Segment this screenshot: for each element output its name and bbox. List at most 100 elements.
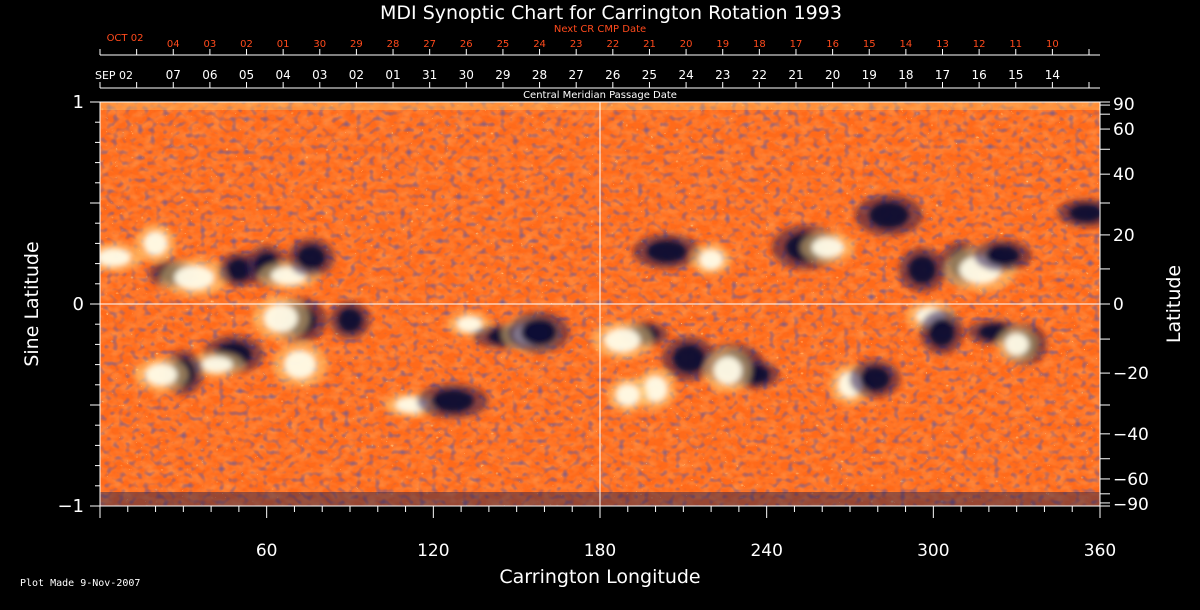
top-axis-date-label: 13 — [936, 39, 949, 50]
active-region-positive — [1004, 333, 1029, 356]
active-region-negative — [985, 245, 1020, 266]
top-axis-date-label: 21 — [788, 68, 803, 82]
active-region-positive — [174, 265, 215, 290]
top-axis-next-cr: Next CR CMP Date OCT 02 04 03 02 01 30 29 28 27… — [99, 24, 1100, 56]
x-axis: 60 120 180 240 300 360 — [99, 506, 1116, 561]
y-right-tick-label: 90 — [1113, 95, 1135, 115]
x-tick-label: 240 — [750, 541, 782, 561]
active-region-negative — [868, 202, 909, 229]
y-right-tick-label: 40 — [1113, 165, 1135, 185]
x-axis-title: Carrington Longitude — [499, 566, 700, 588]
active-region-negative — [908, 255, 937, 284]
y-axis-right-title: Latitude — [1163, 265, 1185, 343]
active-region-positive — [200, 356, 233, 373]
top-axis-next-cr-first-label: OCT 02 — [107, 33, 144, 44]
top-axis-date-label: 28 — [532, 68, 547, 82]
top-axis-next-cr-title: Next CR CMP Date — [554, 24, 646, 35]
top-axis-date-label: 21 — [643, 39, 656, 50]
top-axis-date-label: 23 — [570, 39, 583, 50]
top-axis-date-label: 04 — [276, 68, 291, 82]
active-region-negative — [646, 240, 687, 263]
top-axis-date-label: 01 — [277, 39, 290, 50]
active-region-positive — [145, 363, 178, 386]
top-axis-date-label: 05 — [239, 68, 254, 82]
y-right-tick-label: −20 — [1113, 364, 1149, 384]
active-region-negative — [1069, 204, 1100, 223]
top-axis-date-label: 26 — [605, 68, 620, 82]
top-axis-date-label: 24 — [678, 68, 693, 82]
active-region-positive — [811, 237, 844, 258]
top-axis-date-label: 10 — [1046, 39, 1059, 50]
top-axis-date-label: 12 — [973, 39, 986, 50]
top-axis-date-label: 26 — [460, 39, 473, 50]
active-region-negative — [672, 344, 705, 373]
active-region-negative — [297, 245, 326, 270]
top-axis-date-label: 22 — [606, 39, 619, 50]
top-axis-date-label: 22 — [752, 68, 767, 82]
active-region-positive — [263, 304, 298, 333]
top-axis-date-label: 11 — [1009, 39, 1022, 50]
active-region-positive — [604, 328, 641, 353]
top-axis-date-label: 17 — [790, 39, 803, 50]
x-tick-label: 360 — [1084, 541, 1116, 561]
top-axis-date-label: 29 — [495, 68, 510, 82]
x-tick-label: 60 — [256, 541, 278, 561]
top-axis-date-label: 03 — [204, 39, 217, 50]
y-axis-right: 90 60 40 20 0 −20 −40 −60 −90 — [1100, 95, 1149, 515]
top-axis-date-label: 25 — [642, 68, 657, 82]
top-axis-date-label: 31 — [422, 68, 437, 82]
y-axis-left: 1 0 −1 — [57, 92, 100, 517]
top-axis-date-label: 06 — [202, 68, 217, 82]
top-axis-cmp-first-label: SEP 02 — [95, 69, 133, 82]
active-region-positive — [284, 350, 316, 379]
y-left-tick-label: −1 — [57, 496, 84, 517]
top-axis-date-label: 18 — [753, 39, 766, 50]
top-axis-date-label: 07 — [166, 68, 181, 82]
y-right-tick-label: −60 — [1113, 470, 1149, 490]
y-left-tick-label: 1 — [73, 92, 84, 113]
top-axis-date-label: 20 — [825, 68, 840, 82]
top-axis-date-label: 29 — [350, 39, 363, 50]
active-region-positive — [713, 356, 742, 385]
top-axis-date-label: 02 — [240, 39, 253, 50]
y-right-tick-label: −90 — [1113, 495, 1149, 515]
top-axis-date-label: 03 — [312, 68, 327, 82]
y-right-tick-label: 0 — [1113, 295, 1124, 315]
chart-title: MDI Synoptic Chart for Carrington Rotati… — [380, 2, 842, 24]
top-axis-date-label: 23 — [715, 68, 730, 82]
top-axis-date-label: 27 — [569, 68, 584, 82]
top-axis-date-label: 19 — [716, 39, 729, 50]
top-axis-date-label: 16 — [826, 39, 839, 50]
top-axis-date-label: 30 — [313, 39, 326, 50]
x-tick-label: 120 — [417, 541, 449, 561]
top-axis-date-label: 14 — [899, 39, 912, 50]
top-axis-date-label: 04 — [167, 39, 180, 50]
top-axis-date-label: 15 — [1008, 68, 1023, 82]
top-axis-date-label: 18 — [898, 68, 913, 82]
active-region-positive — [643, 375, 668, 402]
y-right-tick-label: 20 — [1113, 226, 1135, 246]
y-left-tick-label: 0 — [73, 294, 84, 315]
x-tick-label: 300 — [917, 541, 949, 561]
top-axis-date-label: 25 — [497, 39, 510, 50]
active-region-positive — [699, 249, 724, 270]
top-axis-cmp-title: Central Meridian Passage Date — [523, 90, 677, 101]
active-region-negative — [928, 318, 955, 347]
top-axis-date-label: 27 — [423, 39, 436, 50]
y-axis-left-title: Sine Latitude — [21, 241, 43, 366]
active-region-positive — [456, 316, 483, 333]
active-region-negative — [226, 258, 251, 281]
top-axis-date-label: 28 — [387, 39, 400, 50]
plot-made-note: Plot Made 9-Nov-2007 — [20, 578, 141, 589]
top-axis-date-label: 16 — [971, 68, 986, 82]
active-region-negative — [338, 308, 362, 333]
top-axis-date-label: 24 — [533, 39, 546, 50]
active-region-positive — [615, 383, 640, 406]
active-region-positive — [143, 231, 168, 256]
top-axis-date-label: 14 — [1045, 68, 1060, 82]
top-axis-date-label: 15 — [863, 39, 876, 50]
top-axis-date-label: 30 — [459, 68, 474, 82]
top-axis-date-label: 02 — [349, 68, 364, 82]
y-right-tick-label: 60 — [1113, 120, 1135, 140]
